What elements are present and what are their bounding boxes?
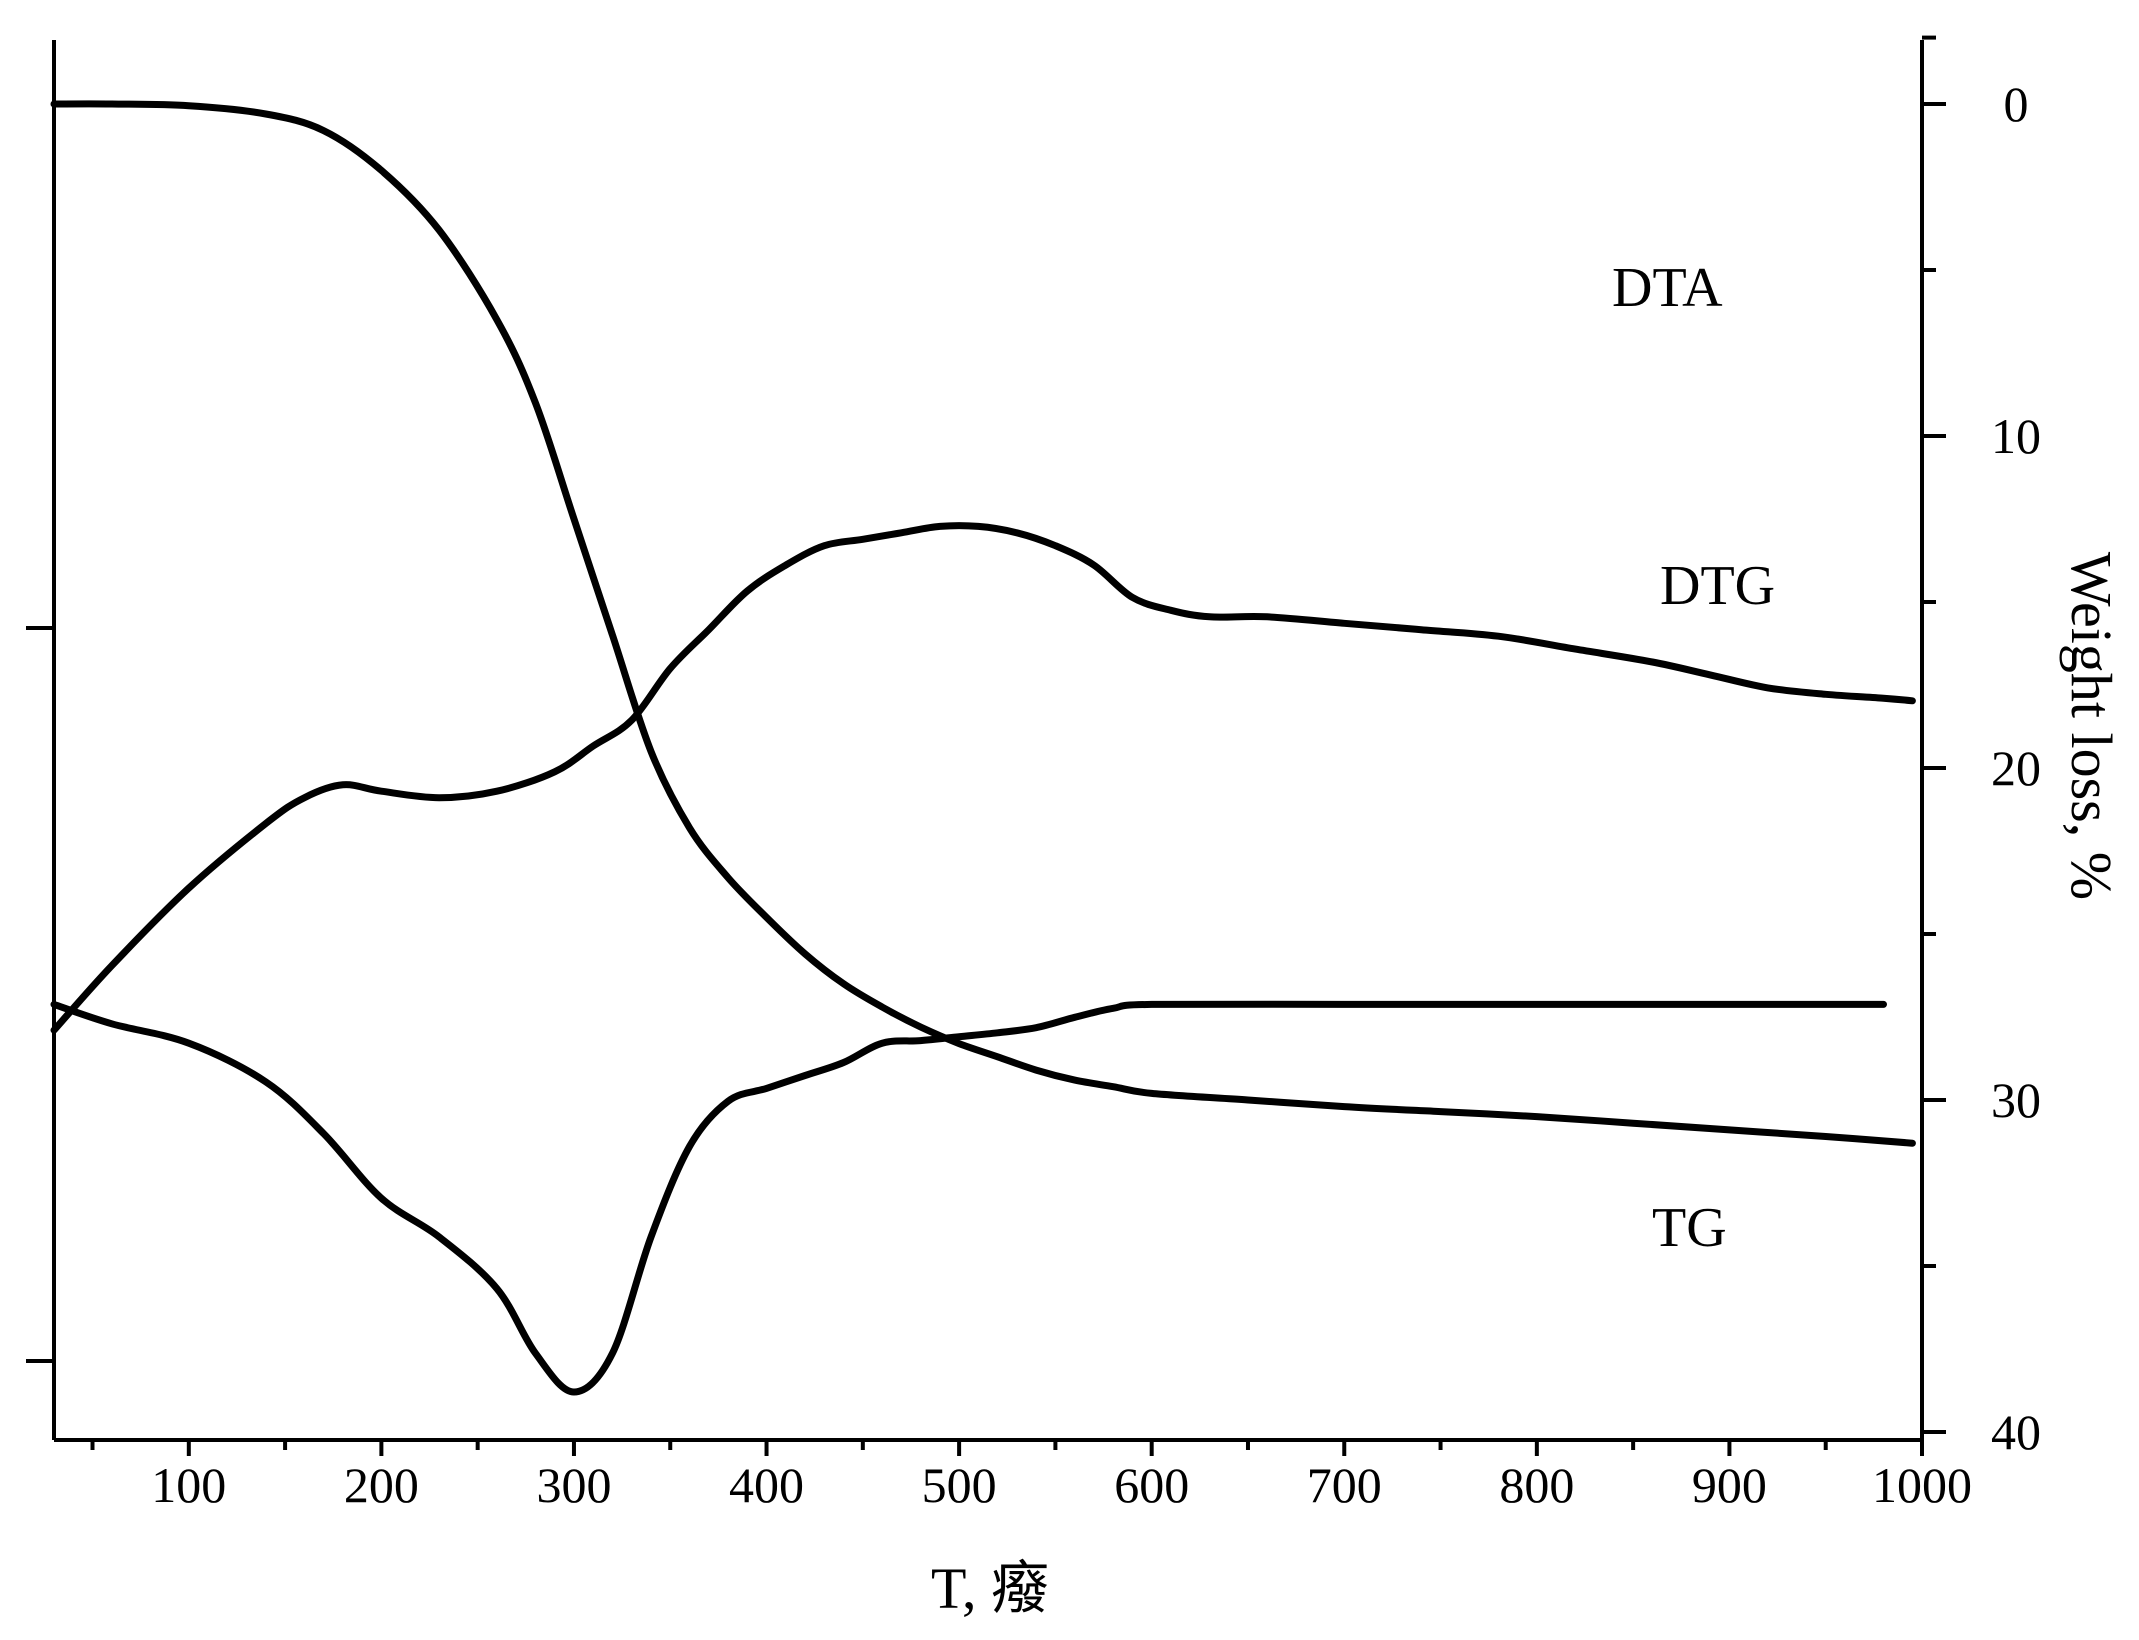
series-line-dtg — [50, 1000, 1887, 1396]
right-axis-tick-label: 10 — [1991, 408, 2041, 464]
right-axis-ticks: 0 10 20 30 40 — [1922, 35, 2041, 1460]
x-axis-tick-label: 1000 — [1872, 1457, 1972, 1513]
x-axis-tick-label: 300 — [536, 1457, 611, 1513]
x-axis-title: T, 癈 — [931, 1556, 1049, 1621]
right-axis-tick-label: 30 — [1991, 1072, 2041, 1128]
x-axis-tick-label: 900 — [1692, 1457, 1767, 1513]
right-axis-tick-label: 20 — [1991, 740, 2041, 796]
x-axis-tick-label: 600 — [1114, 1457, 1189, 1513]
series-line-dta — [50, 522, 1916, 1034]
x-axis-tick-label: 700 — [1307, 1457, 1382, 1513]
curves — [50, 100, 1916, 1396]
series-label-dtg: DTG — [1660, 555, 1775, 617]
axes — [26, 40, 1924, 1442]
right-axis-title: Weight loss, % — [2059, 552, 2124, 900]
series-label-dta: DTA — [1612, 257, 1723, 319]
x-axis-tick-label: 500 — [922, 1457, 997, 1513]
series-line-tg — [50, 100, 1916, 1147]
x-axis-ticks: 100 200 300 400 500 600 700 800 900 1000 — [90, 1440, 1972, 1513]
right-axis-tick-label: 0 — [2004, 76, 2029, 132]
right-axis-tick-label: 40 — [1991, 1404, 2041, 1460]
x-axis-tick-label: 400 — [729, 1457, 804, 1513]
x-axis-tick-label: 200 — [344, 1457, 419, 1513]
x-axis-tick-label: 800 — [1499, 1457, 1574, 1513]
series-label-tg: TG — [1652, 1197, 1727, 1259]
x-axis-tick-label: 100 — [151, 1457, 226, 1513]
